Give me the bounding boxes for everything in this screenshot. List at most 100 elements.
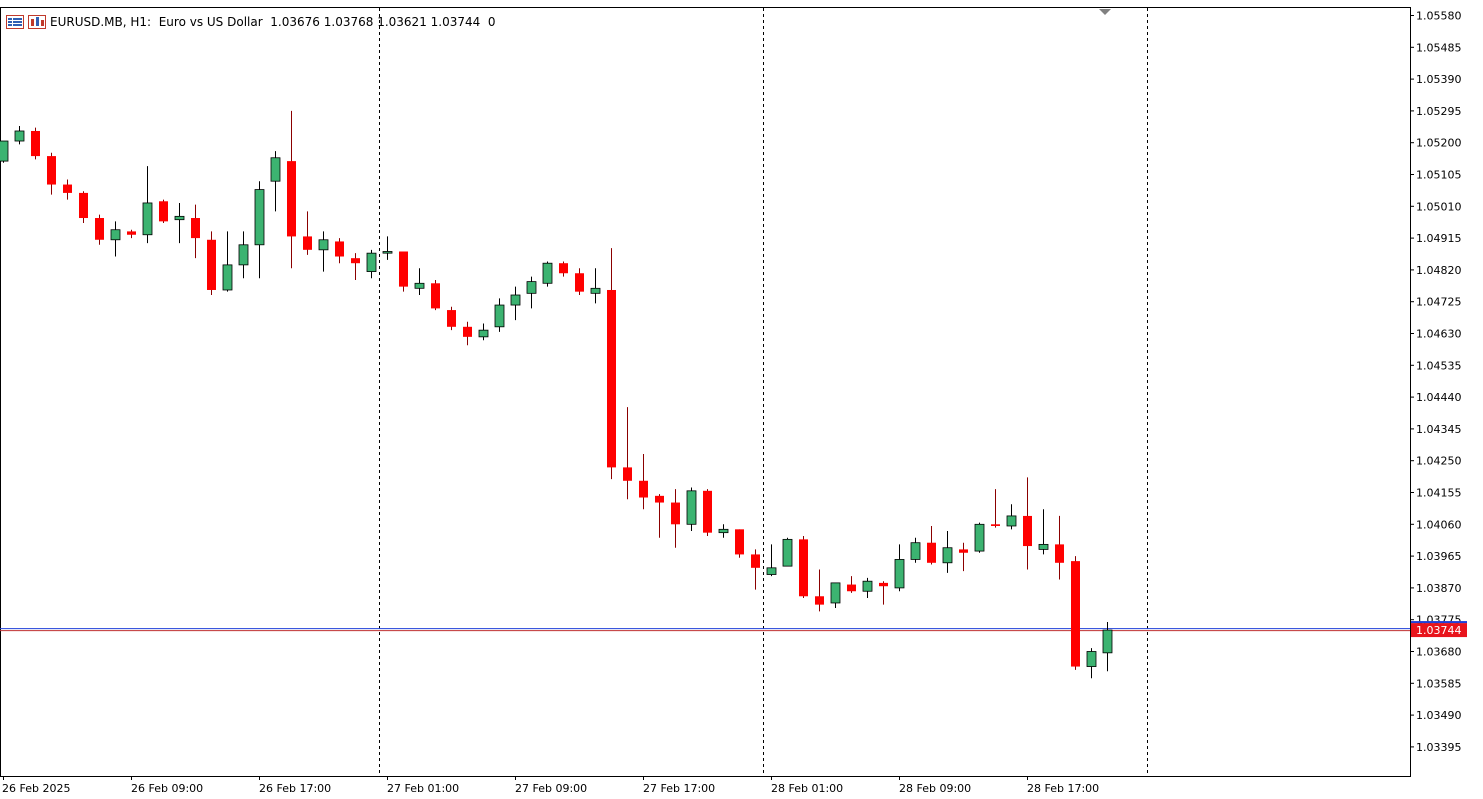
candle	[174, 202, 185, 244]
candle	[703, 489, 712, 537]
candle	[31, 127, 40, 160]
candle	[351, 253, 360, 280]
candle-body	[222, 264, 233, 291]
candle-body	[399, 251, 408, 287]
time-tick-label: 27 Feb 09:00	[515, 782, 587, 795]
candle	[542, 261, 553, 287]
candle	[1086, 648, 1097, 679]
candle	[238, 231, 249, 279]
candle	[815, 569, 824, 612]
candle-body	[766, 567, 777, 575]
day-separators	[379, 8, 1148, 776]
candle	[671, 489, 680, 548]
candle	[607, 248, 616, 480]
candle	[766, 544, 777, 577]
price-tick-label: 1.04535	[1416, 359, 1462, 372]
price-tick-label: 1.04820	[1416, 264, 1462, 277]
candle-body	[879, 582, 888, 587]
price-lines	[0, 628, 1410, 632]
scroll-marker-icon[interactable]	[1099, 9, 1111, 15]
candle-body	[526, 281, 537, 294]
candle	[526, 276, 537, 309]
price-tick-label: 1.03870	[1416, 582, 1462, 595]
candle-body	[991, 524, 1000, 526]
time-axis[interactable]: 26 Feb 2025 26 Feb 09:00 26 Feb 17:00 27 Fe…	[2, 776, 1099, 795]
candle	[1055, 515, 1064, 580]
time-tick-label: 26 Feb 2025	[2, 782, 70, 795]
price-tick-label: 1.05390	[1416, 73, 1462, 86]
candle-body	[718, 528, 729, 534]
candle-body	[142, 202, 153, 236]
candle	[927, 525, 936, 565]
candle	[910, 537, 921, 563]
time-tick-label: 27 Feb 17:00	[643, 782, 715, 795]
candle-body	[238, 244, 249, 266]
candle	[399, 251, 408, 292]
candle-body	[159, 201, 168, 222]
candles	[0, 110, 1113, 679]
candle-body	[815, 596, 824, 605]
price-tick-label: 1.04060	[1416, 518, 1462, 531]
candle	[142, 166, 153, 244]
candle-body	[703, 490, 712, 533]
candle-body	[782, 538, 793, 567]
price-axis[interactable]: 1.05580 1.05485 1.05390 1.05295 1.05200 1.051…	[1410, 10, 1462, 754]
candle-body	[366, 252, 377, 272]
candle-body	[910, 542, 921, 560]
candle	[270, 151, 281, 212]
candle	[991, 489, 1000, 528]
price-tick-label: 1.04345	[1416, 423, 1462, 436]
candle-body	[575, 273, 584, 292]
candle-body	[382, 251, 393, 254]
candle-body	[287, 161, 296, 237]
candle	[879, 581, 888, 605]
price-tick-label: 1.04250	[1416, 455, 1462, 468]
candle	[382, 236, 393, 260]
candle-body	[174, 215, 185, 221]
price-tick-label: 1.03680	[1416, 646, 1462, 659]
candle-body	[559, 263, 568, 274]
candle	[590, 268, 601, 304]
chart-header: EURUSD.MB, H1: Euro vs US Dollar 1.03676…	[6, 12, 496, 32]
candle-body	[79, 192, 88, 219]
candle	[847, 576, 856, 593]
price-tick-label: 1.05295	[1416, 105, 1462, 118]
chart-window-icon[interactable]	[28, 15, 46, 29]
candle	[414, 268, 425, 296]
candle-body	[623, 467, 632, 481]
candle-body	[942, 547, 953, 564]
candle-body	[959, 549, 968, 553]
candle-body	[671, 502, 680, 525]
candle-body	[191, 218, 200, 239]
candle	[207, 231, 216, 296]
candle	[0, 140, 9, 163]
candle	[47, 152, 56, 195]
candle-body	[799, 539, 808, 597]
candle	[318, 231, 329, 272]
candle	[639, 454, 648, 510]
price-tick-label: 1.05580	[1416, 10, 1462, 23]
candle-body	[431, 283, 440, 309]
candle-body	[927, 542, 936, 563]
plot-area[interactable]	[0, 7, 1411, 777]
candle-body	[318, 239, 329, 251]
volume-value: 0	[487, 15, 496, 29]
candle-body	[1023, 515, 1032, 547]
candle-body	[0, 140, 9, 162]
candle-body	[830, 582, 841, 604]
candle	[1038, 509, 1049, 555]
price-tick-label: 1.03490	[1416, 709, 1462, 722]
current-price-label: 1.03744	[1411, 621, 1467, 638]
grid-list-icon[interactable]	[6, 15, 24, 29]
candle-body	[607, 289, 616, 468]
candle	[335, 238, 344, 264]
candle	[79, 191, 88, 224]
time-tick-label: 26 Feb 17:00	[259, 782, 331, 795]
candle	[655, 494, 664, 538]
candle-body	[1006, 515, 1017, 527]
current-price-box	[1411, 623, 1467, 638]
candle-body	[335, 241, 344, 257]
candle-body	[751, 554, 760, 568]
